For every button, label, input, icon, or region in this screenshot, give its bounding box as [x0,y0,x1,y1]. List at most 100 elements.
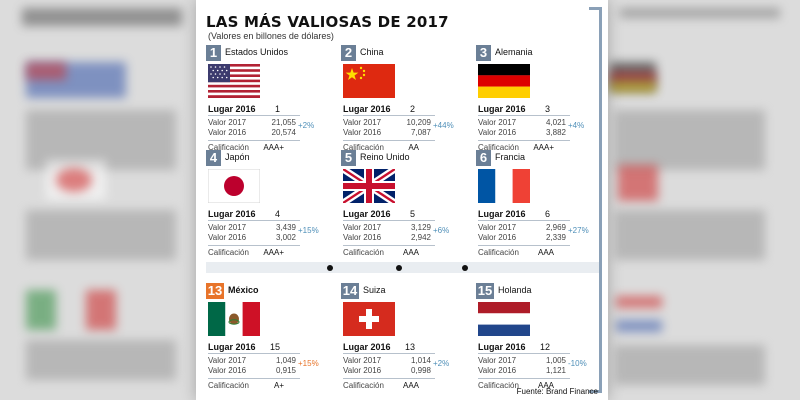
valor-2017-label: Valor 2017 [343,356,382,365]
calificacion-label: Calificación [478,381,519,390]
calificacion-row: Calificación AAA+ [208,248,300,257]
percent-change: +44% [433,121,454,130]
calificacion-label: Calificación [343,381,384,390]
calificacion-value: AAA [537,381,554,390]
calificacion-label: Calificación [208,248,249,257]
valor-2017-row: Valor 2017 4,021 [478,118,570,127]
valor-2016-value: 2,942 [410,233,431,242]
valor-2016-row: Valor 2016 3,882 [478,128,570,137]
valor-2016-row: Valor 2016 20,574 [208,128,300,137]
calificacion-value: AAA+ [263,143,284,152]
lugar-value: 4 [274,209,280,219]
calificacion-value: AAA [402,381,419,390]
divider-line [343,140,435,141]
valor-2017-row: Valor 2017 1,005 [478,356,570,365]
valor-2017-label: Valor 2017 [478,223,517,232]
lugar-label: Lugar 2016 [478,104,526,114]
flag-usa-icon [208,64,260,98]
lugar-value: 5 [409,209,415,219]
lugar-row: Lugar 2016 6 [478,209,568,219]
lugar-value: 1 [274,104,280,114]
valor-2016-value: 2,339 [545,233,566,242]
country-name: Estados Unidos [225,47,289,57]
calificacion-label: Calificación [208,381,249,390]
divider-line [208,378,300,379]
calificacion-value: AAA [402,248,419,257]
divider-line [478,353,570,354]
percent-change: +2% [298,121,315,130]
valor-2016-label: Valor 2016 [208,233,247,242]
rank-badge: 4 [206,150,221,166]
divider-line [478,245,570,246]
valor-2016-row: Valor 2016 1,121 [478,366,570,375]
divider-line [343,353,435,354]
valor-2016-label: Valor 2016 [343,233,382,242]
lugar-value: 15 [269,342,280,352]
calificacion-row: Calificación AA [343,143,435,152]
lugar-row: Lugar 2016 15 [208,342,298,352]
calificacion-row: Calificación AAA [478,381,570,390]
divider-line [343,245,435,246]
lugar-label: Lugar 2016 [478,342,526,352]
section-divider [206,262,599,273]
country-card-suiza: 14 Suiza Lugar 2016 13 Valor 2017 1,014 Va… [341,283,469,395]
page-title: LAS MÁS VALIOSAS DE 2017 [206,13,449,31]
valor-2017-value: 1,049 [275,356,296,365]
lugar-row: Lugar 2016 13 [343,342,433,352]
country-name: China [360,47,384,57]
flag-china-icon [343,64,395,98]
divider-line [208,245,300,246]
valor-2017-row: Valor 2017 2,969 [478,223,570,232]
lugar-value: 12 [539,342,550,352]
valor-2017-label: Valor 2017 [208,356,247,365]
calificacion-label: Calificación [478,143,519,152]
flag-japan-icon [208,169,260,203]
valor-2017-value: 1,005 [545,356,566,365]
percent-change: +15% [298,226,319,235]
calificacion-value: AAA [537,248,554,257]
valor-2017-value: 1,014 [410,356,431,365]
divider-line [478,115,570,116]
valor-2016-value: 0,915 [275,366,296,375]
page-subtitle: (Valores en billones de dólares) [208,31,334,41]
percent-change: -10% [568,359,587,368]
valor-2017-row: Valor 2017 10,209 [343,118,435,127]
valor-2016-label: Valor 2016 [478,233,517,242]
country-name: Holanda [498,285,532,295]
calificacion-row: Calificación AAA+ [478,143,570,152]
percent-change: +6% [433,226,450,235]
country-name: Reino Unido [360,152,410,162]
country-name: Japón [225,152,250,162]
flag-mexico-icon [208,302,260,336]
valor-2016-row: Valor 2016 2,942 [343,233,435,242]
calificacion-row: Calificación A+ [208,381,300,390]
country-card-holanda: 15 Holanda Lugar 2016 12 Valor 2017 1,005 … [476,283,604,395]
calificacion-value: A+ [273,381,284,390]
valor-2016-label: Valor 2016 [478,366,517,375]
country-name: Francia [495,152,526,162]
lugar-row: Lugar 2016 2 [343,104,433,114]
country-card-china: 2 China Lugar 2016 2 Valor 2017 10,209 Val… [341,45,469,157]
valor-2017-row: Valor 2017 3,439 [208,223,300,232]
country-name: México [228,285,259,295]
divider-dot [327,265,333,271]
divider-line [478,378,570,379]
calificacion-label: Calificación [343,248,384,257]
lugar-row: Lugar 2016 1 [208,104,298,114]
valor-2016-value: 0,998 [410,366,431,375]
valor-2016-value: 1,121 [545,366,566,375]
valor-2017-label: Valor 2017 [208,223,247,232]
source-note: Fuente: Brand Finance [516,387,598,396]
valor-2016-row: Valor 2016 0,915 [208,366,300,375]
decorative-bracket [589,7,602,393]
country-card-alemania: 3 Alemania Lugar 2016 3 Valor 2017 4,021 V… [476,45,604,157]
divider-line [343,378,435,379]
lugar-label: Lugar 2016 [208,342,256,352]
divider-line [478,220,570,221]
calificacion-row: Calificación AAA+ [208,143,300,152]
lugar-row: Lugar 2016 4 [208,209,298,219]
rank-badge: 2 [341,45,356,61]
lugar-row: Lugar 2016 5 [343,209,433,219]
valor-2016-row: Valor 2016 3,002 [208,233,300,242]
valor-2017-label: Valor 2017 [343,118,382,127]
